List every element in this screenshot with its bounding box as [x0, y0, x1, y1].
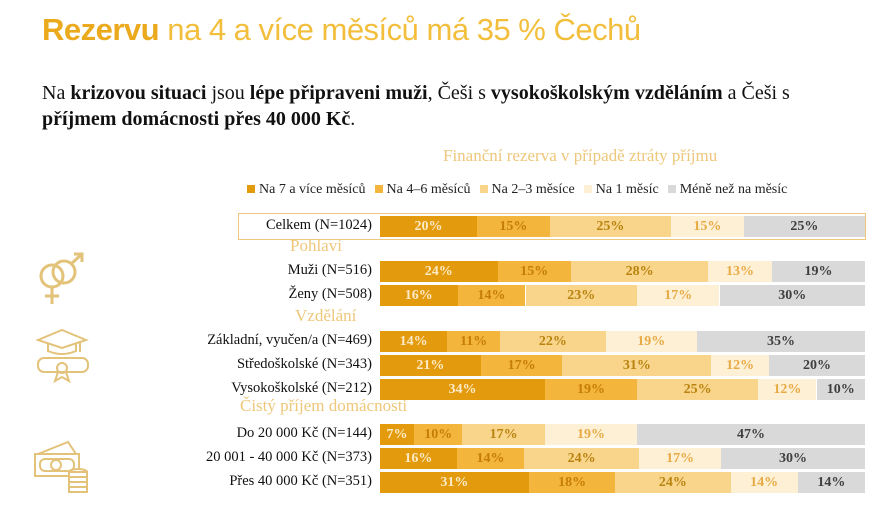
- title-highlight: Rezervu: [42, 12, 160, 47]
- subtitle-text: .: [350, 108, 356, 130]
- legend-swatch: [667, 185, 676, 193]
- subtitle-text: Na: [42, 82, 71, 104]
- row-label: Do 20 000 Kč (N=144): [236, 425, 372, 441]
- bar-segment: 25%: [743, 216, 865, 237]
- legend-item: Na 2–3 měsíce: [479, 182, 575, 197]
- bar-segment: 19%: [605, 331, 697, 352]
- row-label: Muži (N=516): [287, 262, 372, 278]
- bar-segment: 25%: [549, 216, 671, 237]
- legend-label: Na 2–3 měsíce: [491, 182, 575, 197]
- legend-swatch: [583, 185, 592, 193]
- bar-segment: 21%: [380, 355, 481, 376]
- bar-segment: 19%: [544, 379, 638, 400]
- subtitle-emphasis: lépe připraveni muži: [249, 82, 428, 104]
- legend-item: Na 1 měsíc: [583, 182, 659, 197]
- bar-segment: 30%: [719, 285, 865, 306]
- bar-segment: 24%: [615, 472, 731, 493]
- legend-label: Méně než na měsíc: [679, 182, 788, 197]
- bar-segment: 14%: [730, 472, 798, 493]
- row-label: Ženy (N=508): [288, 286, 372, 302]
- legend-item: Na 7 a více měsíců: [247, 182, 366, 197]
- subtitle: Na krizovou situaci jsou lépe připraveni…: [42, 80, 862, 132]
- bar-segment: 17%: [462, 424, 545, 445]
- row-label: Přes 40 000 Kč (N=351): [229, 473, 372, 489]
- graduation-icon: [35, 328, 89, 384]
- subtitle-text: jsou: [206, 82, 250, 104]
- group-heading: Pohlaví: [290, 236, 342, 255]
- money-icon: [34, 440, 88, 493]
- bar-segment: 17%: [639, 448, 721, 469]
- bar-segment: 20%: [380, 216, 477, 237]
- bar-segment: 18%: [528, 472, 616, 493]
- bar-segment: 7%: [380, 424, 414, 445]
- bar-segment: 16%: [380, 448, 457, 469]
- bar-segment: 15%: [477, 216, 550, 237]
- bar-segment: 17%: [480, 355, 563, 376]
- legend-swatch: [374, 185, 383, 193]
- group-heading: Vzdělání: [295, 306, 357, 325]
- row-label: 20 001 - 40 000 Kč (N=373): [205, 449, 372, 465]
- bar-segment: 11%: [447, 331, 501, 352]
- row-label: Vysokoškolské (N=212): [231, 380, 372, 396]
- bar-segment: 31%: [562, 355, 712, 376]
- legend-label: Na 1 měsíc: [595, 182, 659, 197]
- legend-swatch: [247, 185, 255, 193]
- chart-title: Finanční rezerva v případě ztráty příjmu: [443, 146, 718, 165]
- bar-segment: 14%: [456, 448, 525, 469]
- row-label: Základní, vyučen/a (N=469): [207, 332, 372, 348]
- bar-segment: 15%: [497, 261, 572, 282]
- row-label: Středoškolské (N=343): [236, 356, 372, 372]
- bar-segment: 28%: [571, 261, 709, 282]
- bar-segment: 24%: [524, 448, 640, 469]
- bar-segment: 23%: [525, 285, 638, 306]
- subtitle-text: , Češi s: [427, 82, 491, 104]
- total-row-highlight: [238, 213, 866, 240]
- legend-item: Na 4–6 měsíců: [374, 182, 471, 197]
- bar-segment: 15%: [671, 216, 744, 237]
- subtitle-text: a Češi s: [722, 82, 790, 104]
- bar-segment: 47%: [637, 424, 865, 445]
- bar-segment: 34%: [380, 379, 545, 400]
- title-rest: na 4 a více měsíců má 35 % Čechů: [159, 12, 641, 47]
- bar-segment: 10%: [413, 424, 463, 445]
- row-label: Celkem (N=1024): [265, 217, 372, 233]
- bar-segment: 17%: [637, 285, 720, 306]
- legend-swatch: [479, 185, 488, 193]
- bar-segment: 22%: [500, 331, 606, 352]
- subtitle-emphasis: příjmem domácnosti přes 40 000 Kč: [42, 108, 351, 130]
- bar-segment: 13%: [708, 261, 772, 282]
- bar-segment: 20%: [768, 355, 865, 376]
- bar-segment: 19%: [771, 261, 865, 282]
- bar-segment: 30%: [720, 448, 865, 469]
- bar-segment: 14%: [380, 331, 448, 352]
- legend-label: Na 4–6 měsíců: [386, 182, 471, 197]
- legend-label: Na 7 a více měsíců: [259, 182, 366, 197]
- legend-item: Méně než na měsíc: [667, 182, 788, 197]
- bar-segment: 24%: [380, 261, 498, 282]
- bar-segment: 14%: [797, 472, 865, 493]
- bar-segment: 31%: [380, 472, 529, 493]
- group-heading: Čistý příjem domácnosti: [240, 396, 408, 415]
- bar-segment: 16%: [380, 285, 458, 306]
- subtitle-emphasis: krizovou situaci: [70, 82, 207, 104]
- page-title: Rezervu na 4 a více měsíců má 35 % Čechů: [42, 12, 862, 48]
- bar-segment: 19%: [544, 424, 638, 445]
- subtitle-emphasis: vysokoškolským vzděláním: [490, 82, 723, 104]
- bar-segment: 12%: [711, 355, 769, 376]
- legend: Na 7 a více měsíců Na 4–6 měsíců Na 2–3 mě…: [247, 182, 877, 198]
- bar-segment: 12%: [758, 379, 817, 400]
- bar-segment: 25%: [637, 379, 759, 400]
- bar-segment: 14%: [457, 285, 526, 306]
- gender-icon: [39, 252, 84, 304]
- bar-segment: 10%: [816, 379, 865, 400]
- bar-segment: 35%: [696, 331, 865, 352]
